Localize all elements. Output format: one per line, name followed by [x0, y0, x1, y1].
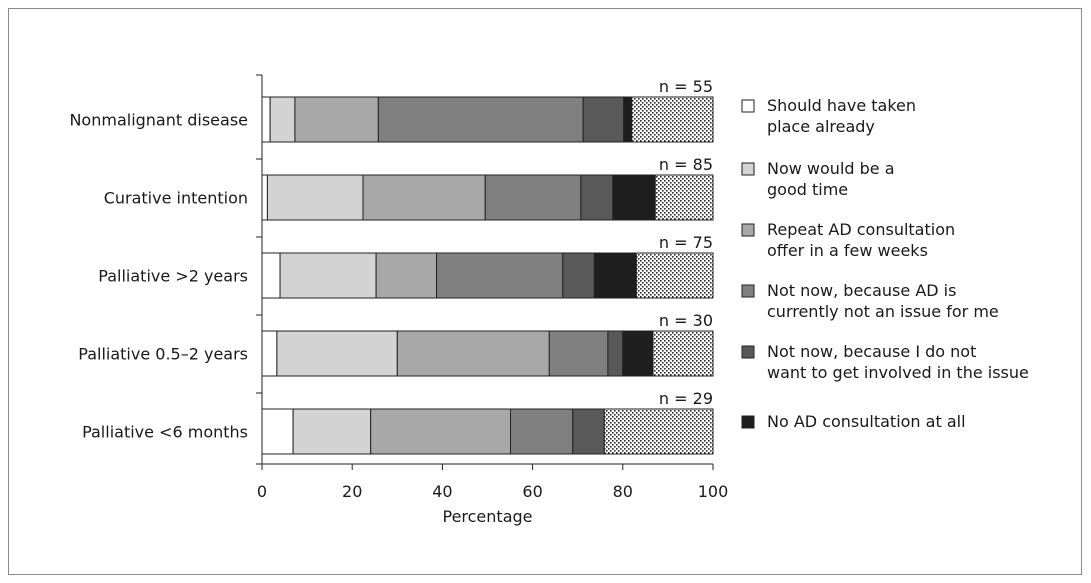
category-label: Nonmalignant disease — [69, 111, 248, 130]
legend-label: No AD consultation at all — [767, 412, 966, 431]
bar-segment — [261, 330, 278, 377]
bar-segment — [580, 174, 614, 221]
bar-segment — [607, 330, 624, 377]
bar-segment — [362, 174, 486, 221]
bar-segment — [593, 252, 637, 299]
legend-label-line: currently not an issue for me — [767, 302, 999, 321]
legend-swatch — [741, 99, 755, 113]
bar-segment — [572, 408, 605, 455]
bar-segment — [396, 330, 550, 377]
bar-segment — [269, 96, 296, 143]
legend-label-line: want to get involved in the issue — [767, 363, 1029, 382]
x-axis-title: Percentage — [442, 507, 532, 526]
bars-group: Nonmalignant disease n = 55 Curative inten… — [69, 77, 714, 455]
legend-swatch — [741, 284, 755, 298]
bar-segment — [582, 96, 625, 143]
n-label: n = 29 — [659, 389, 713, 408]
bar-segment — [279, 252, 377, 299]
bar-segment — [612, 174, 656, 221]
legend-label: Now would be a good time — [767, 159, 895, 199]
n-label: n = 85 — [659, 155, 713, 174]
bar-segment — [510, 408, 574, 455]
bar-segment — [375, 252, 438, 299]
legend-label: Repeat AD consultation offer in a few wee… — [767, 220, 955, 260]
legend-label: Not now, because I do not want to get inv… — [767, 342, 1029, 382]
category-label: Curative intention — [104, 189, 248, 208]
bar-segment — [261, 174, 268, 221]
bar-segment — [294, 96, 379, 143]
bar-segment — [276, 330, 398, 377]
legend-label-line: No AD consultation at all — [767, 412, 966, 431]
x-tick-label: 80 — [613, 482, 633, 501]
bar-segment — [654, 174, 714, 221]
bar-segment — [562, 252, 595, 299]
category-label: Palliative <6 months — [82, 423, 248, 442]
legend-label-line: Should have taken — [767, 96, 916, 115]
legend-label: Not now, because AD is currently not an i… — [767, 281, 999, 321]
bar-segment — [370, 408, 511, 455]
legend-label-line: Now would be a — [767, 159, 895, 178]
bar-segment — [635, 252, 714, 299]
bar-segment — [548, 330, 609, 377]
legend-swatch — [741, 162, 755, 176]
bar-segment — [377, 96, 584, 143]
legend-label-line: Not now, because AD is — [767, 281, 956, 300]
bar-segment — [261, 252, 281, 299]
category-label: Palliative 0.5–2 years — [78, 345, 248, 364]
bar-segment — [623, 96, 633, 143]
bar-segment — [436, 252, 564, 299]
x-tick-label: 0 — [257, 482, 267, 501]
n-label: n = 30 — [659, 311, 713, 330]
legend-label-line: Not now, because I do not — [767, 342, 976, 361]
legend-label-line: good time — [767, 180, 848, 199]
legend-label-line: Repeat AD consultation — [767, 220, 955, 239]
bar-segment — [631, 96, 714, 143]
bar-segment — [261, 408, 294, 455]
category-label: Palliative >2 years — [98, 267, 248, 286]
bar-segment — [622, 330, 654, 377]
bar-segment — [266, 174, 364, 221]
bar-segment — [652, 330, 714, 377]
legend-label-line: place already — [767, 117, 875, 136]
legend-label: Should have taken place already — [767, 96, 916, 136]
axes-group: 0 20 40 60 80 100 Percentage — [256, 74, 729, 526]
x-tick-label: 20 — [342, 482, 362, 501]
legend-swatch — [741, 223, 755, 237]
x-tick-label: 100 — [698, 482, 729, 501]
n-label: n = 75 — [659, 233, 713, 252]
x-tick-label: 60 — [522, 482, 542, 501]
n-label: n = 55 — [659, 77, 713, 96]
legend-label-line: offer in a few weeks — [767, 241, 928, 260]
bar-segment — [261, 96, 271, 143]
legend-swatch — [741, 415, 755, 429]
bar-segment — [484, 174, 582, 221]
legend-swatch — [741, 345, 755, 359]
bar-segment — [603, 408, 714, 455]
bar-segment — [292, 408, 372, 455]
legend: Should have taken place already Now would … — [741, 96, 1029, 431]
x-tick-label: 40 — [432, 482, 452, 501]
